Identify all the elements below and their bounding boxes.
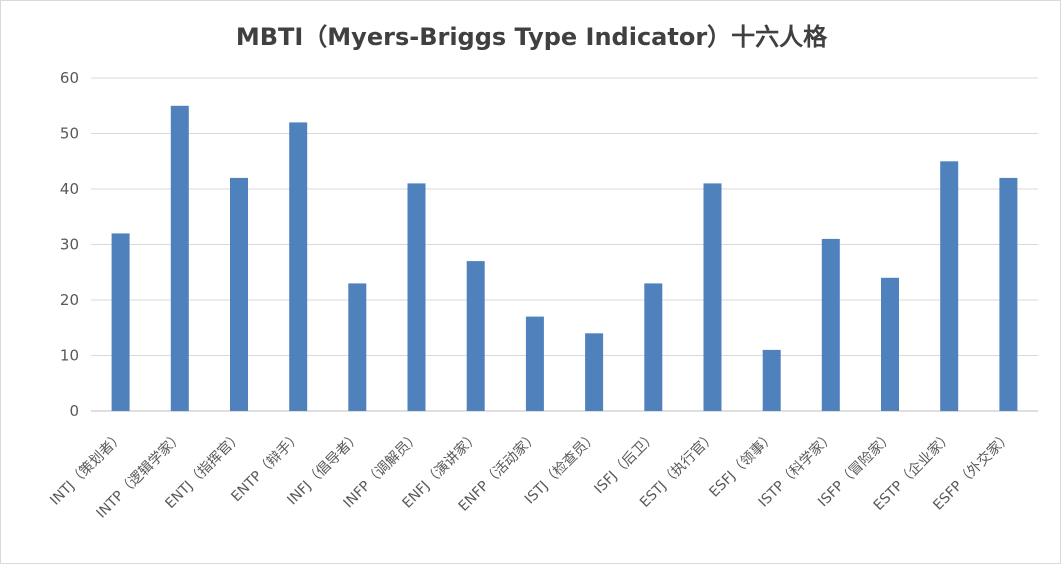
- y-tick-label: 20: [60, 291, 79, 309]
- bar: [348, 283, 367, 411]
- y-tick-label: 40: [60, 180, 79, 198]
- bar: [111, 233, 130, 411]
- bar: [644, 283, 663, 411]
- x-axis-tick-labels: INTJ（策划者）INTP（逻辑学家）ENTJ（指挥官）ENTP（辩手）INFJ…: [47, 428, 1016, 522]
- y-tick-label: 60: [60, 69, 79, 87]
- bar: [466, 261, 485, 411]
- y-tick-label: 50: [60, 125, 79, 143]
- y-tick-label: 30: [60, 236, 79, 254]
- bar: [881, 277, 899, 411]
- bar: [821, 238, 840, 411]
- y-axis-tick-labels: 0 10 20 30 40 50 60: [60, 69, 79, 420]
- bar: [170, 105, 189, 412]
- bar: [762, 349, 781, 411]
- bar: [585, 333, 604, 411]
- bar: [940, 161, 959, 412]
- bar: [289, 122, 308, 412]
- grid-lines: [91, 77, 1038, 356]
- bars: [111, 105, 1018, 412]
- bar: [999, 177, 1018, 411]
- bar: [230, 177, 248, 411]
- bar: [407, 183, 426, 411]
- bar: [703, 183, 722, 411]
- bar: [525, 316, 544, 411]
- chart-title: MBTI（Myers-Briggs Type Indicator）十六人格: [235, 23, 828, 51]
- y-tick-label: 0: [69, 402, 79, 420]
- y-tick-label: 10: [60, 347, 79, 365]
